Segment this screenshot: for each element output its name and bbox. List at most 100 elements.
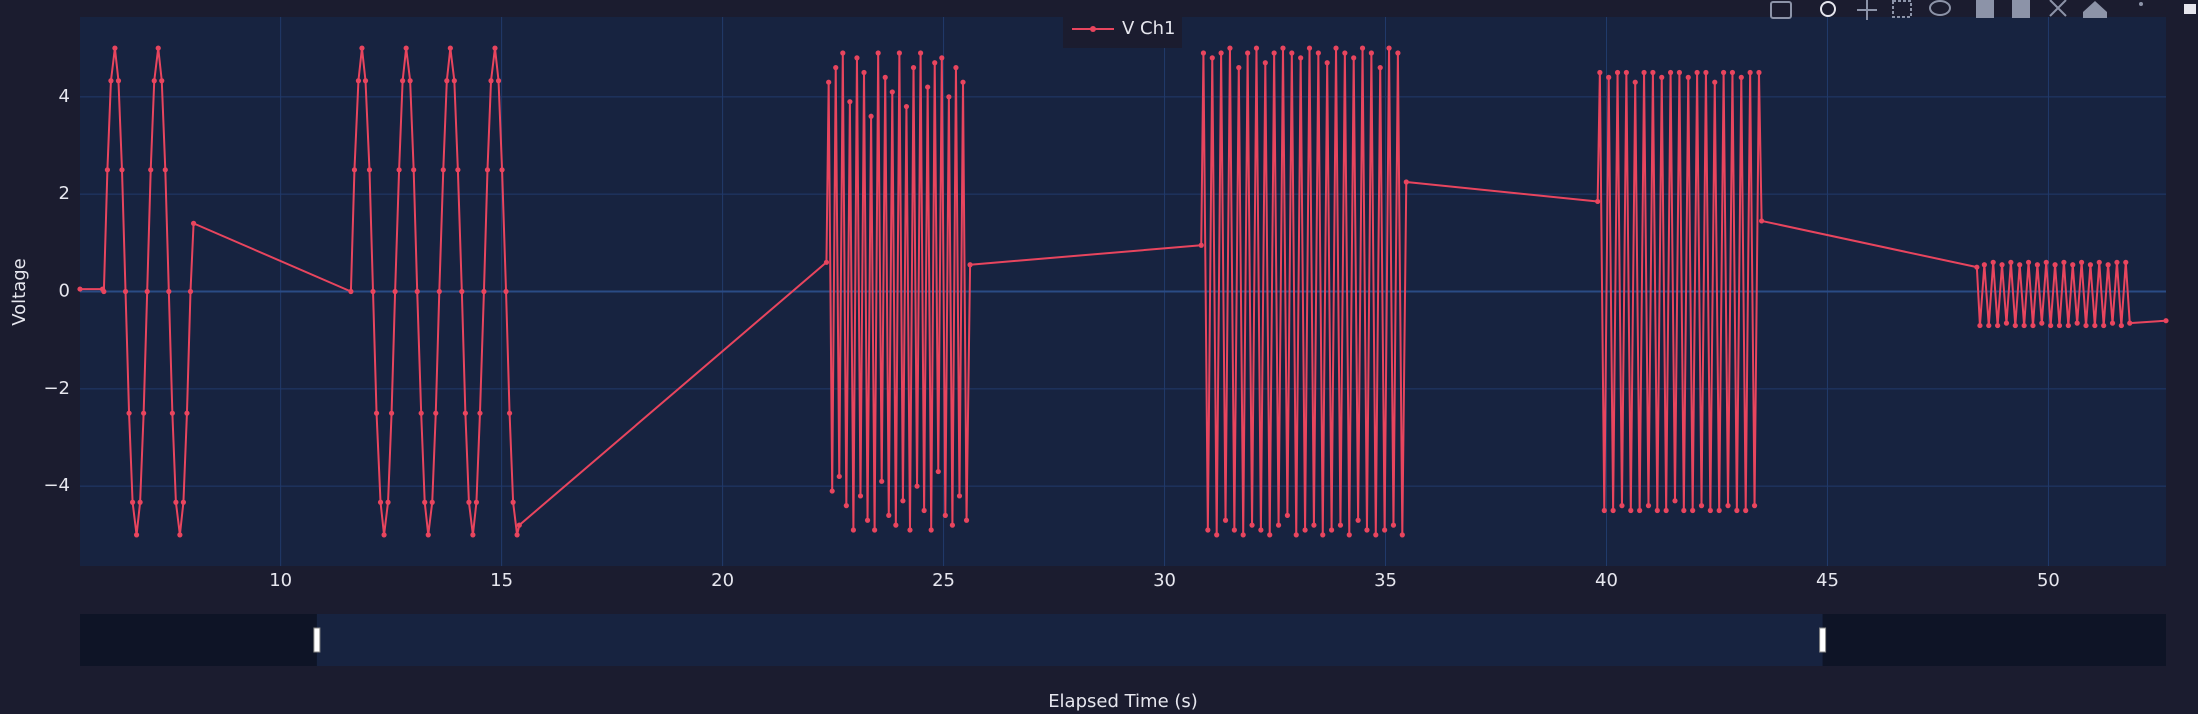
range-slider[interactable]: [80, 614, 2166, 666]
series-marker: [388, 410, 395, 416]
series-marker: [1707, 507, 1713, 514]
home-icon[interactable]: [2083, 1, 2107, 18]
modebar[interactable]: [1770, 0, 2196, 20]
series-marker: [2109, 320, 2116, 326]
series-marker: [1311, 522, 1317, 528]
series-marker: [829, 488, 835, 494]
series-marker: [1623, 69, 1629, 76]
series-marker: [370, 288, 376, 295]
series-marker: [2087, 262, 2094, 268]
y-tick-label: −2: [43, 378, 70, 399]
series-marker: [1703, 69, 1709, 76]
series-marker: [1262, 60, 1268, 66]
series-marker: [1329, 527, 1335, 533]
zoom-out-icon[interactable]: [2012, 0, 2030, 18]
series-marker: [359, 45, 365, 51]
series-marker: [162, 167, 168, 173]
series-marker: [1667, 69, 1674, 76]
series-marker: [921, 507, 927, 514]
series-marker: [889, 89, 895, 95]
series-marker: [1227, 45, 1233, 51]
plotly-logo[interactable]: [2184, 4, 2196, 14]
series-marker: [2114, 259, 2120, 265]
series-marker: [1267, 532, 1273, 538]
series-marker: [2034, 262, 2040, 268]
series-marker: [1293, 532, 1299, 538]
series-marker: [177, 532, 183, 538]
series-marker: [514, 532, 520, 538]
series-marker: [2039, 320, 2045, 326]
series-marker: [1601, 507, 1607, 514]
zoom-in-icon[interactable]: [1976, 0, 1994, 18]
x-tick-label: 50: [2037, 570, 2060, 591]
series-marker: [126, 410, 132, 416]
series-marker: [963, 517, 970, 523]
lasso-icon[interactable]: [1929, 0, 1951, 16]
y-axis-title: Voltage: [9, 258, 30, 326]
series-marker: [351, 167, 358, 173]
series-marker: [516, 522, 522, 528]
series-marker: [403, 45, 409, 51]
series-marker: [2025, 259, 2032, 265]
series-marker: [119, 167, 125, 173]
series-marker: [473, 499, 480, 505]
pan-icon[interactable]: [1857, 0, 1877, 20]
series-marker: [949, 522, 956, 528]
series-marker: [1231, 527, 1237, 533]
series-marker: [112, 45, 118, 51]
spike-icon[interactable]: [2139, 2, 2143, 6]
series-marker: [1333, 45, 1339, 51]
series-marker: [1654, 507, 1660, 514]
series-marker: [932, 60, 938, 66]
series-marker: [1690, 507, 1696, 514]
series-marker: [907, 527, 913, 533]
series-marker: [1373, 532, 1379, 538]
camera-icon[interactable]: [1770, 1, 1792, 19]
zoom-icon[interactable]: [1820, 1, 1836, 17]
series-marker: [396, 167, 402, 173]
series-marker: [939, 55, 945, 61]
series-marker: [484, 167, 491, 173]
series-marker: [392, 288, 398, 295]
slider-handle[interactable]: [313, 627, 321, 653]
series-marker: [462, 410, 468, 416]
series-marker: [956, 493, 963, 499]
series-marker: [903, 103, 910, 110]
series-marker: [447, 45, 453, 51]
series-marker: [425, 532, 431, 538]
x-tick-label: 25: [932, 570, 955, 591]
series-marker: [925, 84, 931, 90]
series-marker: [1324, 60, 1330, 66]
series-marker: [2065, 322, 2071, 329]
series-marker: [1359, 45, 1366, 51]
legend[interactable]: V Ch1: [1063, 11, 1182, 48]
autoscale-icon[interactable]: [2049, 0, 2067, 17]
series-marker: [470, 532, 476, 538]
series-marker: [2163, 318, 2169, 324]
series-marker: [857, 493, 864, 499]
series-marker: [1595, 198, 1601, 205]
slider-handle[interactable]: [1819, 627, 1827, 653]
series-marker: [1399, 532, 1405, 538]
series-marker: [2012, 322, 2018, 329]
series-marker: [960, 79, 966, 85]
series-marker: [2043, 259, 2049, 265]
series-marker: [2101, 322, 2107, 329]
series-marker: [422, 499, 428, 505]
series-marker: [184, 410, 190, 416]
series-marker: [1641, 69, 1647, 76]
series-marker: [2074, 320, 2080, 326]
series-marker: [104, 167, 111, 173]
x-tick-label: 35: [1374, 570, 1397, 591]
series-marker: [133, 532, 140, 538]
series-marker: [1659, 74, 1665, 80]
y-tick-label: 4: [59, 86, 70, 107]
series-marker: [169, 410, 175, 416]
series-marker: [1253, 45, 1260, 51]
series-marker: [1342, 50, 1348, 56]
series-marker: [1209, 55, 1215, 61]
series-marker: [2096, 259, 2102, 265]
series-marker: [385, 499, 391, 505]
series-marker: [1302, 527, 1308, 533]
box-select-icon[interactable]: [1892, 0, 1912, 18]
